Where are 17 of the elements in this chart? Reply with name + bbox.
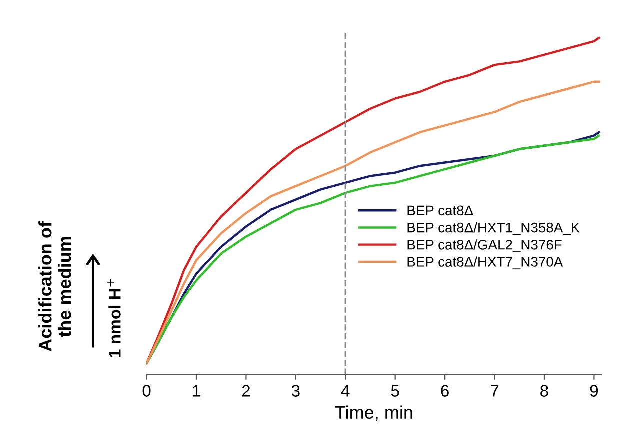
legend-label: BEP cat8Δ/GAL2_N376F <box>408 240 562 252</box>
x-tick-label: 0 <box>142 385 151 397</box>
text: 1 nmol H$^{+}$ <box>107 279 121 358</box>
x-tick-label: 9 <box>590 385 598 397</box>
x-tick-label: 7 <box>490 385 499 397</box>
y-axis-title: Acidification of the medium <box>38 221 72 352</box>
legend-label: BEP cat8Δ/HXT1_N358A_K <box>408 222 580 236</box>
x-tick-label: 2 <box>242 385 250 397</box>
x-tick-label: 3 <box>292 385 300 397</box>
legend-label: BEP cat8Δ <box>408 206 474 216</box>
x-tick-label: 8 <box>540 385 548 397</box>
legend-label: BEP cat8Δ/HXT7_N370A <box>408 256 564 270</box>
x-tick-label: 6 <box>441 385 449 397</box>
x-tick-label: 5 <box>391 385 400 397</box>
x-axis-title: Time, min <box>335 406 412 422</box>
x-tick-label: 1 <box>193 385 200 397</box>
x-tick-label: 4 <box>341 385 350 397</box>
